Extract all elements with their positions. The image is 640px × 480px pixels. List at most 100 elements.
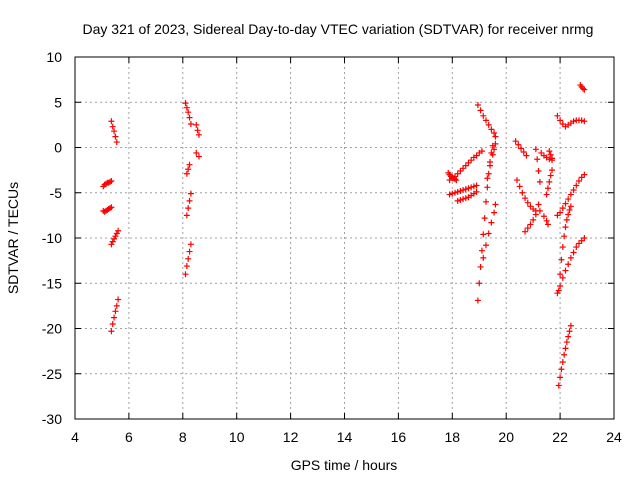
data-point (474, 297, 481, 304)
data-track (512, 138, 530, 159)
data-point (565, 211, 572, 218)
data-track (554, 112, 588, 130)
data-point (111, 235, 118, 242)
data-point (532, 146, 539, 153)
data-point (562, 200, 569, 207)
data-point (522, 228, 529, 235)
data-point (565, 333, 572, 340)
data-track (474, 101, 499, 140)
x-tick-label: 22 (552, 429, 568, 445)
data-point (482, 198, 489, 205)
data-point (567, 254, 574, 261)
data-point (543, 217, 550, 224)
data-point (470, 183, 477, 190)
x-tick-label: 14 (337, 429, 353, 445)
data-point (457, 196, 464, 203)
data-point (460, 187, 467, 194)
y-axis-title: SDTVAR / TECUs (5, 182, 21, 294)
data-point (532, 211, 539, 218)
data-point (186, 114, 193, 121)
data-track (513, 177, 539, 214)
data-point (520, 149, 527, 156)
data-point (535, 168, 542, 175)
x-tick-label: 16 (391, 429, 407, 445)
data-point (513, 177, 520, 184)
data-point (468, 184, 475, 191)
y-tick-label: -20 (42, 321, 62, 337)
data-point (185, 166, 192, 173)
data-point (527, 203, 534, 210)
data-point (183, 212, 190, 219)
data-point (566, 328, 573, 335)
data-point (482, 117, 489, 124)
data-point (109, 123, 116, 130)
x-tick-label: 4 (71, 429, 79, 445)
data-point (557, 282, 564, 289)
data-point (115, 227, 122, 234)
data-point (476, 280, 483, 287)
data-point (195, 153, 202, 160)
data-point (524, 199, 531, 206)
data-point (567, 203, 574, 210)
data-track (100, 177, 115, 190)
data-point (527, 221, 534, 228)
data-track (183, 190, 194, 219)
data-point (473, 182, 480, 189)
data-point (546, 178, 553, 185)
data-track (193, 149, 202, 160)
data-point (112, 233, 119, 240)
data-point (581, 86, 588, 93)
data-point (485, 121, 492, 128)
data-track (182, 100, 194, 127)
data-track (555, 203, 574, 294)
data-point (193, 149, 200, 156)
data-point (535, 201, 542, 208)
data-point (182, 271, 189, 278)
data-point (555, 382, 562, 389)
data-point (581, 118, 588, 125)
data-point (457, 168, 464, 175)
data-point (570, 118, 577, 125)
y-tick-label: 0 (54, 140, 62, 156)
data-point (183, 170, 190, 177)
data-point (457, 187, 464, 194)
data-point (559, 244, 566, 251)
y-axis-ticks: 10 5 0 -5 -10 -15 -20 -25 -30 (42, 49, 614, 427)
data-point (446, 191, 453, 198)
data-point (491, 209, 498, 216)
data-point (559, 274, 566, 281)
data-point (185, 205, 192, 212)
data-point (488, 126, 495, 133)
data-point (183, 263, 190, 270)
data-point (561, 351, 568, 358)
x-tick-label: 24 (606, 429, 622, 445)
data-point (554, 112, 561, 119)
data-point (185, 255, 192, 262)
y-tick-label: -30 (42, 411, 62, 427)
data-point (559, 120, 566, 127)
data-point (570, 187, 577, 194)
data-point (485, 230, 492, 237)
y-tick-label: -5 (50, 185, 63, 201)
data-point (484, 175, 491, 182)
data-point (567, 322, 574, 329)
data-point (477, 263, 484, 270)
data-track (183, 161, 193, 177)
data-track (540, 213, 551, 228)
data-point (108, 241, 115, 248)
data-point (186, 197, 193, 204)
data-point (565, 261, 572, 268)
data-point (555, 287, 562, 294)
data-point (562, 267, 569, 274)
x-tick-label: 10 (229, 429, 245, 445)
grid-lines (75, 57, 614, 419)
data-point (449, 190, 456, 197)
data-point (107, 205, 114, 212)
data-track (474, 142, 496, 304)
data-track (100, 204, 115, 215)
data-point (492, 133, 499, 140)
data-point (487, 162, 494, 169)
data-point (187, 241, 194, 248)
x-axis-ticks: 4 6 8 10 12 14 16 18 20 22 24 (71, 57, 622, 445)
